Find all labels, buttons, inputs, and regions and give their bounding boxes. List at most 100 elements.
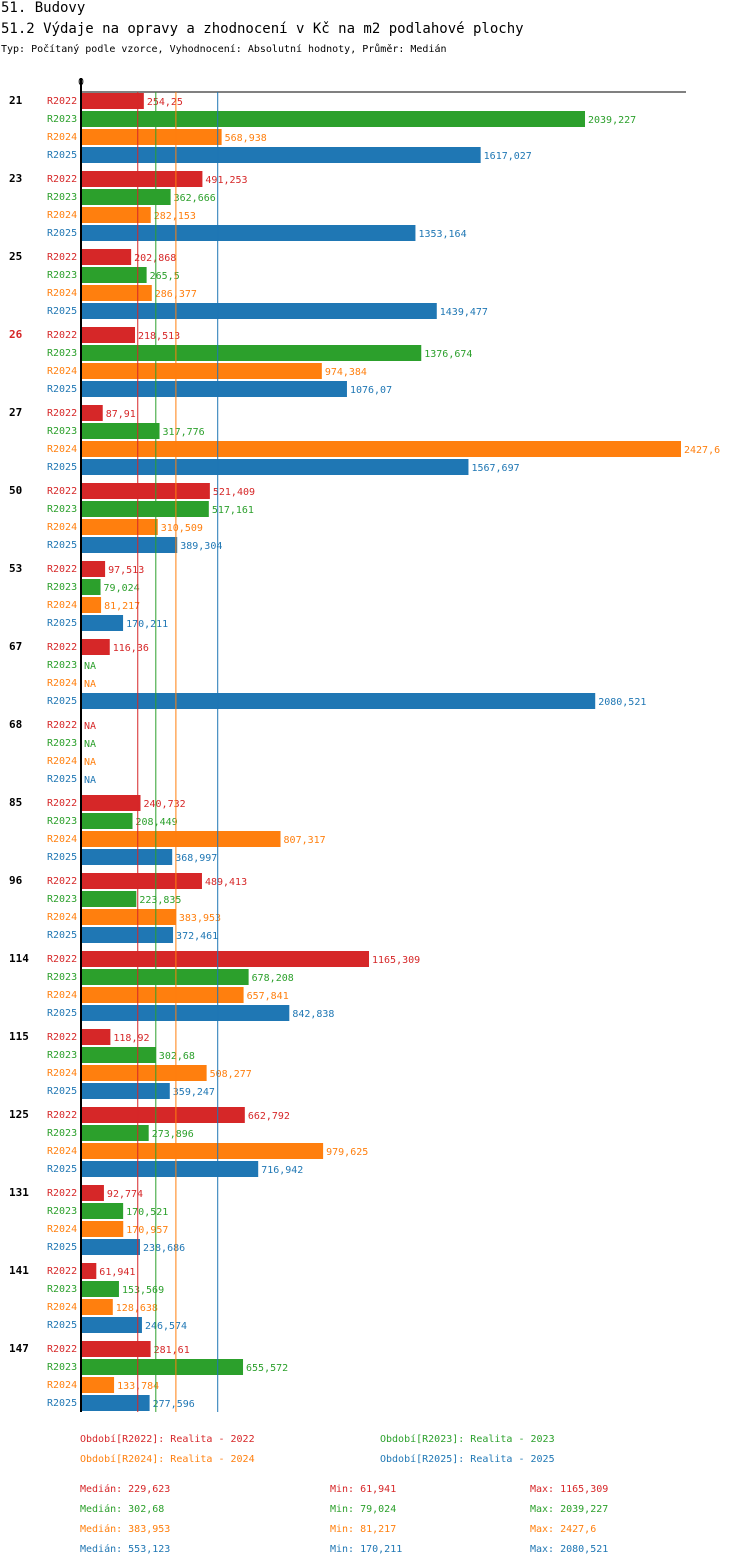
- data-label: 87,91: [106, 409, 136, 420]
- bar: [81, 927, 174, 943]
- category-label: 68: [9, 718, 22, 731]
- data-label: 202,868: [134, 253, 176, 264]
- series-label: R2023: [47, 582, 77, 593]
- data-label: 842,838: [292, 1009, 334, 1020]
- data-label: 238,686: [143, 1243, 185, 1254]
- bar: [81, 1143, 324, 1159]
- series-label: R2023: [47, 894, 77, 905]
- series-label: R2022: [47, 330, 77, 341]
- bar: [81, 579, 101, 595]
- data-label: 2080,521: [598, 697, 646, 708]
- bar: [81, 639, 110, 655]
- data-label: 265,5: [150, 271, 180, 282]
- bar: [81, 1317, 142, 1333]
- bar: [81, 1029, 111, 1045]
- stat-max: Max: 2039,227: [530, 1504, 609, 1515]
- data-label: 1353,164: [418, 229, 466, 240]
- series-label: R2024: [47, 756, 77, 767]
- legend-item: Období[R2024]: Realita - 2024: [80, 1454, 255, 1465]
- series-label: R2022: [47, 1032, 77, 1043]
- data-label: 170,211: [126, 619, 168, 630]
- bar: [81, 519, 158, 535]
- data-label: 807,317: [284, 835, 326, 846]
- data-label: 657,841: [247, 991, 289, 1002]
- data-label: 2039,227: [588, 115, 636, 126]
- bar: [81, 891, 137, 907]
- bar: [81, 483, 210, 499]
- data-label: 368,997: [175, 853, 217, 864]
- bar: [81, 345, 422, 361]
- chart-title: 51.2 Výdaje na opravy a zhodnocení v Kč …: [1, 21, 524, 37]
- series-label: R2023: [47, 270, 77, 281]
- bar: [81, 93, 144, 109]
- bar: [81, 1125, 149, 1141]
- bar: [81, 1377, 115, 1393]
- series-label: R2022: [47, 798, 77, 809]
- series-label: R2022: [47, 720, 77, 731]
- series-label: R2023: [47, 972, 77, 983]
- data-label: 273,896: [152, 1129, 194, 1140]
- data-label: NA: [84, 775, 96, 786]
- data-label: 508,277: [210, 1069, 252, 1080]
- data-label: 254,25: [147, 97, 183, 108]
- bar: [81, 693, 596, 709]
- series-label: R2024: [47, 1302, 77, 1313]
- data-label: 92,774: [107, 1189, 143, 1200]
- data-label: 491,253: [205, 175, 247, 186]
- bar: [81, 1341, 151, 1357]
- data-label: 1439,477: [440, 307, 488, 318]
- data-label: 128,638: [116, 1303, 158, 1314]
- data-label: 208,449: [136, 817, 178, 828]
- series-label: R2024: [47, 1380, 77, 1391]
- data-label: 389,304: [180, 541, 222, 552]
- bar: [81, 1203, 124, 1219]
- series-label: R2025: [47, 852, 77, 863]
- bar: [81, 1263, 97, 1279]
- series-label: R2023: [47, 816, 77, 827]
- category-label: 125: [9, 1108, 29, 1121]
- bar: [81, 849, 173, 865]
- series-label: R2025: [47, 618, 77, 629]
- bar: [81, 189, 171, 205]
- series-label: R2024: [47, 990, 77, 1001]
- category-label: 141: [9, 1264, 29, 1277]
- series-label: R2025: [47, 1398, 77, 1409]
- series-label: R2024: [47, 834, 77, 845]
- data-label: 170,521: [126, 1207, 168, 1218]
- data-label: 246,574: [145, 1321, 187, 1332]
- data-label: 359,247: [173, 1087, 215, 1098]
- bar: [81, 423, 160, 439]
- data-label: NA: [84, 679, 96, 690]
- stat-max: Max: 1165,309: [530, 1484, 609, 1495]
- series-label: R2025: [47, 1086, 77, 1097]
- bar: [81, 441, 681, 457]
- legend-item: Období[R2025]: Realita - 2025: [380, 1454, 555, 1465]
- data-label: 153,569: [122, 1285, 164, 1296]
- series-label: R2025: [47, 150, 77, 161]
- data-label: 1376,674: [424, 349, 472, 360]
- series-label: R2022: [47, 252, 77, 263]
- series-label: R2024: [47, 1224, 77, 1235]
- data-label: NA: [84, 721, 96, 732]
- data-label: 716,942: [261, 1165, 303, 1176]
- category-label: 131: [9, 1186, 29, 1199]
- bar: [81, 1221, 124, 1237]
- bar: [81, 111, 586, 127]
- series-label: R2023: [47, 738, 77, 749]
- series-label: R2025: [47, 1008, 77, 1019]
- series-label: R2022: [47, 876, 77, 887]
- data-label: 223,835: [139, 895, 181, 906]
- series-label: R2022: [47, 1188, 77, 1199]
- series-label: R2025: [47, 1242, 77, 1253]
- data-label: 1165,309: [372, 955, 420, 966]
- bar: [81, 1395, 150, 1411]
- series-label: R2024: [47, 366, 77, 377]
- category-label: 25: [9, 250, 22, 263]
- data-label: NA: [84, 661, 96, 672]
- bar: [81, 147, 481, 163]
- bar: [81, 303, 437, 319]
- category-label: 23: [9, 172, 22, 185]
- category-label: 67: [9, 640, 22, 653]
- data-label: 310,509: [161, 523, 203, 534]
- series-label: R2025: [47, 462, 77, 473]
